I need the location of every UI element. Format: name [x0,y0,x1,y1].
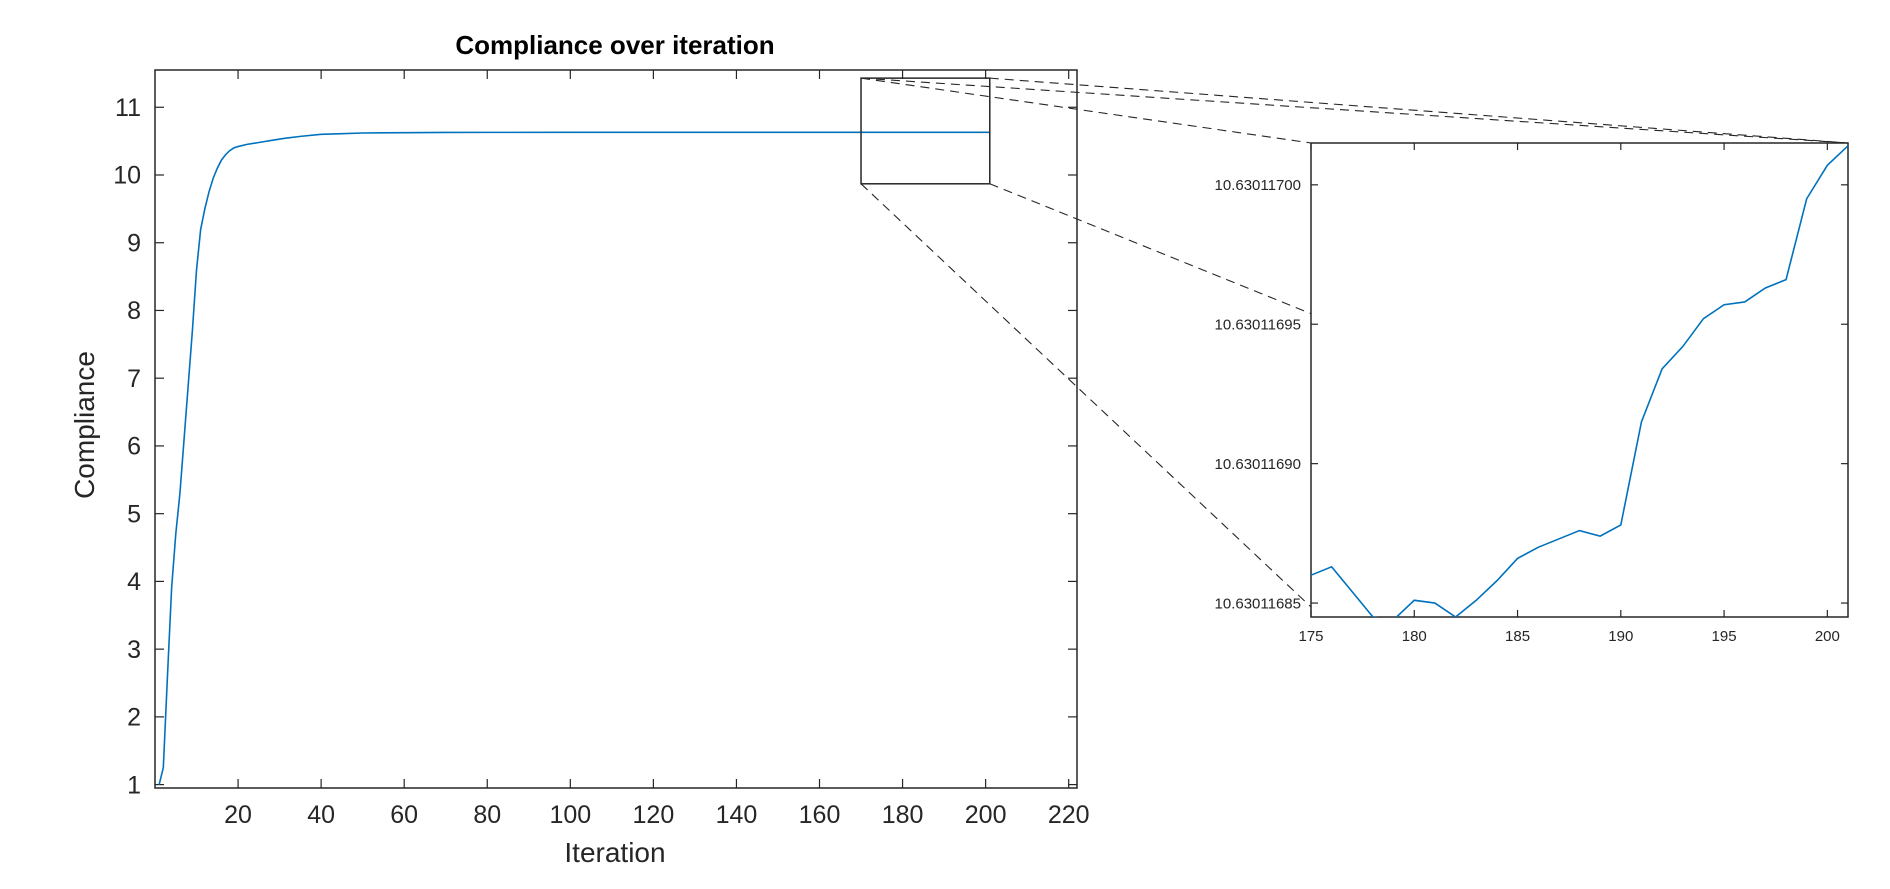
inset-zoom-chart: 175 180 185 190 195 200 10.63011685 10.63011690… [1215,142,1849,645]
inset-y-tick-label: 10.63011695 [1215,316,1301,333]
main-x-tick-label: 180 [882,801,924,829]
zoom-connector-line [989,183,1312,315]
inset-series-line [1311,145,1848,617]
main-axes-box [154,69,1078,789]
inset-x-tick-label: 185 [1505,628,1530,645]
main-x-tick-label: 40 [307,801,335,829]
main-x-tick-label: 200 [965,801,1007,829]
main-x-axis-label: Iteration [564,837,665,868]
inset-x-tick-label: 200 [1815,628,1840,645]
main-y-tick-label: 9 [127,229,141,257]
main-y-tick-label: 10 [113,162,141,190]
main-y-tick-label: 1 [127,771,141,799]
inset-y-tick-label: 10.63011690 [1215,456,1301,473]
main-y-tick-label: 3 [127,636,141,664]
zoom-connector-lines [860,77,1849,608]
main-plot-area: 20 40 60 80 100 120 140 160 180 200 220 1 2 3 4 5 6 7 8 9 10… [113,69,1090,829]
inset-x-tick-label: 195 [1712,628,1737,645]
main-x-tick-label: 140 [716,801,758,829]
zoom-region-box [860,77,991,185]
inset-plot-area: 175 180 185 190 195 200 10.63011685 10.63011690… [1215,142,1849,645]
main-x-tick-label: 160 [799,801,841,829]
main-y-tick-label: 4 [127,568,141,596]
zoom-connector-line [860,77,1312,144]
main-y-tick-label: 5 [127,500,141,528]
inset-axes-box [1310,142,1849,618]
main-y-tick-label: 6 [127,433,141,461]
inset-y-tick-label: 10.63011700 [1215,177,1301,194]
main-y-tick-label: 7 [127,365,141,393]
main-series-line [158,131,990,785]
main-x-tick-label: 220 [1048,801,1090,829]
main-x-tick-label: 60 [390,801,418,829]
main-x-tick-label: 120 [633,801,675,829]
inset-x-tick-label: 175 [1298,628,1323,645]
main-y-tick-label: 11 [115,94,141,122]
main-y-axis-label: Compliance [69,351,100,499]
main-x-tick-label: 100 [549,801,591,829]
zoom-connector-line [989,77,1849,144]
inset-y-tick-label: 10.63011685 [1215,595,1301,612]
main-y-tick-label: 8 [127,297,141,325]
main-x-tick-label: 80 [473,801,501,829]
inset-x-tick-label: 180 [1402,628,1427,645]
main-y-tick-label: 2 [127,704,141,732]
main-x-tick-label: 20 [224,801,252,829]
main-chart-title: Compliance over iteration [455,30,774,60]
zoom-connector-line [860,183,1312,608]
inset-x-tick-label: 190 [1608,628,1633,645]
main-chart: Compliance over iteration 20 40 60 80 100 120… [69,30,1090,868]
